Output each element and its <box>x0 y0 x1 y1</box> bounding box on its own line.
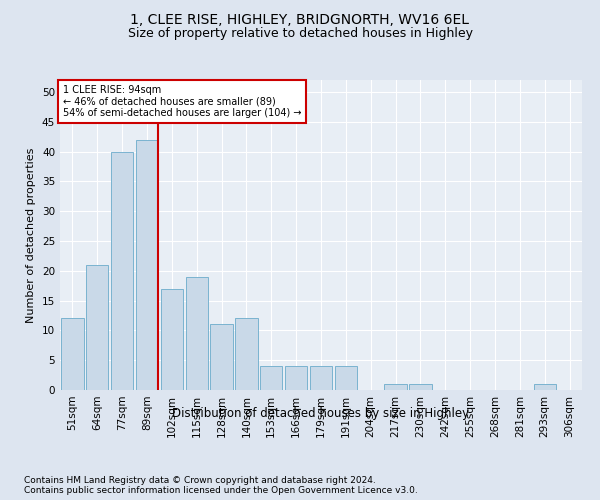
Y-axis label: Number of detached properties: Number of detached properties <box>26 148 37 322</box>
Text: Distribution of detached houses by size in Highley: Distribution of detached houses by size … <box>172 408 470 420</box>
Bar <box>211 324 233 390</box>
Bar <box>86 265 109 390</box>
Bar <box>260 366 283 390</box>
Bar <box>285 366 307 390</box>
Bar <box>111 152 133 390</box>
Bar <box>235 318 257 390</box>
Bar <box>185 276 208 390</box>
Bar <box>409 384 431 390</box>
Text: 1, CLEE RISE, HIGHLEY, BRIDGNORTH, WV16 6EL: 1, CLEE RISE, HIGHLEY, BRIDGNORTH, WV16 … <box>131 12 470 26</box>
Bar <box>161 288 183 390</box>
Bar <box>136 140 158 390</box>
Text: Size of property relative to detached houses in Highley: Size of property relative to detached ho… <box>128 28 473 40</box>
Bar <box>61 318 83 390</box>
Bar <box>335 366 357 390</box>
Bar <box>310 366 332 390</box>
Text: Contains HM Land Registry data © Crown copyright and database right 2024.
Contai: Contains HM Land Registry data © Crown c… <box>24 476 418 495</box>
Text: 1 CLEE RISE: 94sqm
← 46% of detached houses are smaller (89)
54% of semi-detache: 1 CLEE RISE: 94sqm ← 46% of detached hou… <box>62 84 301 118</box>
Bar <box>533 384 556 390</box>
Bar <box>385 384 407 390</box>
